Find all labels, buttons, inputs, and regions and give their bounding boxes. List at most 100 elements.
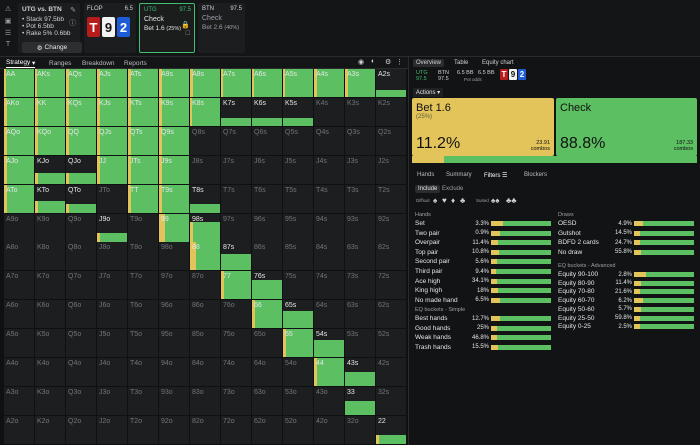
hand-cell[interactable]: 95o xyxy=(159,329,189,358)
hand-cell[interactable]: AQo xyxy=(4,126,34,155)
hand-cell[interactable]: A3s xyxy=(345,69,375,97)
hand-cell[interactable]: 77 xyxy=(221,271,251,300)
hand-cell[interactable]: Q4s xyxy=(314,126,344,155)
tab-reports[interactable]: Reports xyxy=(124,59,147,67)
hand-cell[interactable]: J7s xyxy=(221,155,251,184)
hand-cell[interactable]: 64s xyxy=(314,300,344,329)
eq-advanced-row[interactable]: Equity 60-70 6.2% xyxy=(558,297,694,304)
hand-cell[interactable]: 98s xyxy=(190,213,220,242)
hand-cell[interactable]: T4o xyxy=(128,358,158,386)
hand-class-row[interactable]: Two pair 0.9% xyxy=(415,230,551,237)
hand-cell[interactable]: Q2o xyxy=(66,415,96,444)
hand-class-row[interactable]: No made hand 6.5% xyxy=(415,297,551,304)
hand-cell[interactable]: J2o xyxy=(97,415,127,444)
subtab-summary[interactable]: Summary xyxy=(446,172,472,178)
eq-advanced-row[interactable]: Equity 50-60 5.7% xyxy=(558,306,694,313)
hand-cell[interactable]: Q8s xyxy=(190,126,220,155)
check-action-box[interactable]: Check 88.8% 187.33 combos xyxy=(556,98,697,156)
hand-cell[interactable]: K2o xyxy=(35,415,65,444)
spade-icon[interactable]: ♠ xyxy=(433,196,438,205)
hand-cell[interactable]: 43s xyxy=(345,358,375,386)
hand-cell[interactable]: J5s xyxy=(283,155,313,184)
hand-cell[interactable]: 87s xyxy=(221,242,251,271)
hand-cell[interactable]: K5s xyxy=(283,97,313,126)
hand-cell[interactable]: QTo xyxy=(66,184,96,213)
hand-cell[interactable]: A6o xyxy=(4,300,34,329)
hand-cell[interactable]: T3o xyxy=(128,386,158,415)
hand-cell[interactable]: 76o xyxy=(221,300,251,329)
hand-cell[interactable]: T7s xyxy=(221,184,251,213)
hand-cell[interactable]: 93s xyxy=(345,213,375,242)
warning-icon[interactable]: ⚠ xyxy=(4,6,12,13)
hand-cell[interactable]: 22 xyxy=(376,415,406,444)
utg-bet-action[interactable]: Bet 1.6 (25%) xyxy=(144,25,182,32)
eq-advanced-row[interactable]: Equity 25-50 59.8% xyxy=(558,315,694,322)
suited-spade-icon[interactable]: ♠♠ xyxy=(491,196,500,205)
hand-cell[interactable]: K7o xyxy=(35,271,65,300)
subtab-filters[interactable]: Filters ☰ xyxy=(484,173,508,179)
hand-cell[interactable]: 42s xyxy=(376,358,406,386)
hand-cell[interactable]: 92s xyxy=(376,213,406,242)
hand-cell[interactable]: Q5o xyxy=(66,329,96,358)
hand-cell[interactable]: QJo xyxy=(66,155,96,184)
club-icon[interactable]: ♣ xyxy=(460,196,466,205)
hand-cell[interactable]: KJs xyxy=(97,97,127,126)
hand-cell[interactable]: J7o xyxy=(97,271,127,300)
hand-cell[interactable]: JTo xyxy=(97,184,127,213)
eq-advanced-row[interactable]: Equity 80-90 11.4% xyxy=(558,280,694,287)
hand-cell[interactable]: 76s xyxy=(252,271,282,300)
hand-cell[interactable]: T4s xyxy=(314,184,344,213)
hand-cell[interactable]: 62o xyxy=(252,415,282,444)
hand-cell[interactable]: AJs xyxy=(97,69,127,97)
hand-cell[interactable]: K3s xyxy=(345,97,375,126)
hand-cell[interactable]: KQo xyxy=(35,126,65,155)
hand-cell[interactable]: T8o xyxy=(128,242,158,271)
hand-cell[interactable]: Q6s xyxy=(252,126,282,155)
hand-cell[interactable]: A4s xyxy=(314,69,344,97)
hand-cell[interactable]: 64o xyxy=(252,358,282,386)
hand-cell[interactable]: Q7s xyxy=(221,126,251,155)
hand-class-row[interactable]: Third pair 9.4% xyxy=(415,268,551,275)
layers-icon[interactable]: ☰ xyxy=(4,30,12,37)
hand-cell[interactable]: T5o xyxy=(128,329,158,358)
hand-cell[interactable]: T2o xyxy=(128,415,158,444)
hand-cell[interactable]: 63o xyxy=(252,386,282,415)
hand-cell[interactable]: 32o xyxy=(345,415,375,444)
hand-cell[interactable]: ATs xyxy=(128,69,158,97)
hand-cell[interactable]: 82s xyxy=(376,242,406,271)
eq-advanced-row[interactable]: Equity 0-25 2.5% xyxy=(558,323,694,330)
subtab-hands[interactable]: Hands xyxy=(417,172,435,178)
eq-simple-row[interactable]: Good hands 25% xyxy=(415,325,551,332)
hand-cell[interactable]: AKo xyxy=(4,97,34,126)
exclude-toggle[interactable]: Exclude xyxy=(442,186,464,192)
hand-cell[interactable]: 65s xyxy=(283,300,313,329)
hand-cell[interactable]: 72s xyxy=(376,271,406,300)
hand-cell[interactable]: 94o xyxy=(159,358,189,386)
hand-cell[interactable]: ATo xyxy=(4,184,34,213)
flop-panel[interactable]: FLOP 6.5 T 9 2 xyxy=(84,3,136,53)
hand-cell[interactable]: 84o xyxy=(190,358,220,386)
hand-cell[interactable]: T6s xyxy=(252,184,282,213)
hand-cell[interactable]: 75s xyxy=(283,271,313,300)
hand-class-row[interactable]: King high 18% xyxy=(415,287,551,294)
draw-row[interactable]: Gutshot 14.5% xyxy=(558,230,694,237)
tab-table[interactable]: Table xyxy=(454,60,469,66)
hand-cell[interactable]: J9o xyxy=(97,213,127,242)
hand-cell[interactable]: 32s xyxy=(376,386,406,415)
hand-cell[interactable]: JTs xyxy=(128,155,158,184)
hand-cell[interactable]: K3o xyxy=(35,386,65,415)
edit-icon[interactable]: ✎ xyxy=(70,7,76,14)
hand-cell[interactable]: 66 xyxy=(252,300,282,329)
hand-cell[interactable]: Q9o xyxy=(66,213,96,242)
hand-cell[interactable]: 43o xyxy=(314,386,344,415)
eq-advanced-row[interactable]: Equity 70-80 21.6% xyxy=(558,288,694,295)
hand-cell[interactable]: J8o xyxy=(97,242,127,271)
tab-strategy[interactable]: Strategy ▾ xyxy=(6,59,36,68)
draw-row[interactable]: No draw 55.8% xyxy=(558,249,694,256)
hand-cell[interactable]: 85o xyxy=(190,329,220,358)
info-icon[interactable]: ⓘ xyxy=(69,20,76,27)
hand-cell[interactable]: A6s xyxy=(252,69,282,97)
include-toggle[interactable]: Include xyxy=(415,185,441,193)
hand-cell[interactable]: 86s xyxy=(252,242,282,271)
hand-cell[interactable]: Q5s xyxy=(283,126,313,155)
